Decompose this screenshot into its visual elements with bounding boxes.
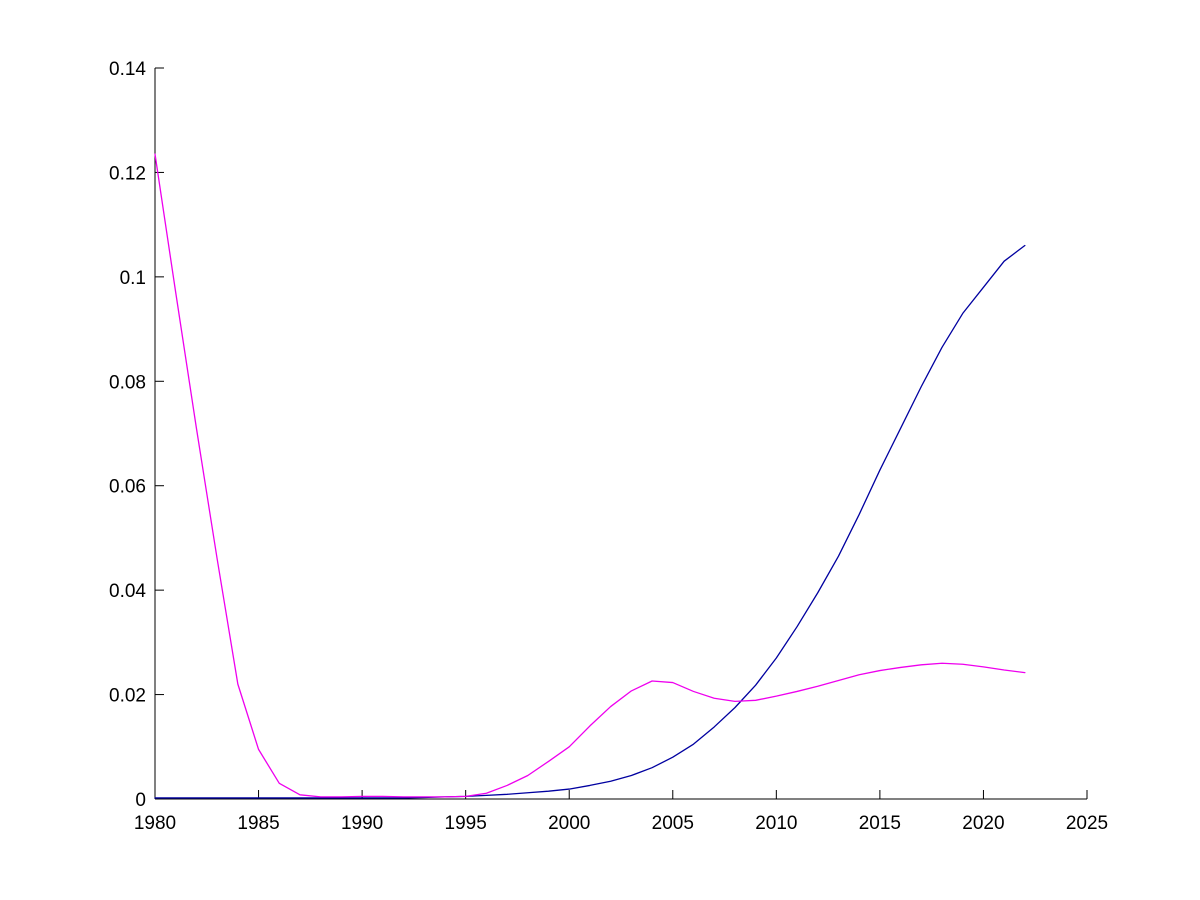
y-tick-label: 0.1: [120, 268, 146, 289]
x-tick-label: 2025: [1066, 813, 1108, 834]
y-tick-label: 0.12: [109, 163, 146, 184]
y-tick-label: 0.08: [109, 372, 146, 393]
x-tick-label: 2000: [548, 813, 590, 834]
x-tick-label: 1990: [341, 813, 383, 834]
y-tick-label: 0.04: [109, 581, 146, 602]
y-tick-label: 0.06: [109, 477, 146, 498]
x-tick-label: 2020: [962, 813, 1004, 834]
x-tick-label: 2005: [652, 813, 694, 834]
series-magenta-line: [154, 153, 1026, 798]
y-tick-label: 0: [135, 790, 146, 811]
x-tick-label: 2015: [859, 813, 901, 834]
y-tick-label: 0.02: [109, 686, 146, 707]
y-tick-label: 0.14: [109, 59, 146, 80]
x-tick-label: 1995: [445, 813, 487, 834]
x-tick-label: 1985: [237, 813, 279, 834]
series-blue-line: [154, 244, 1026, 799]
x-tick-label: 1980: [134, 813, 176, 834]
x-tick-label: 2010: [755, 813, 797, 834]
